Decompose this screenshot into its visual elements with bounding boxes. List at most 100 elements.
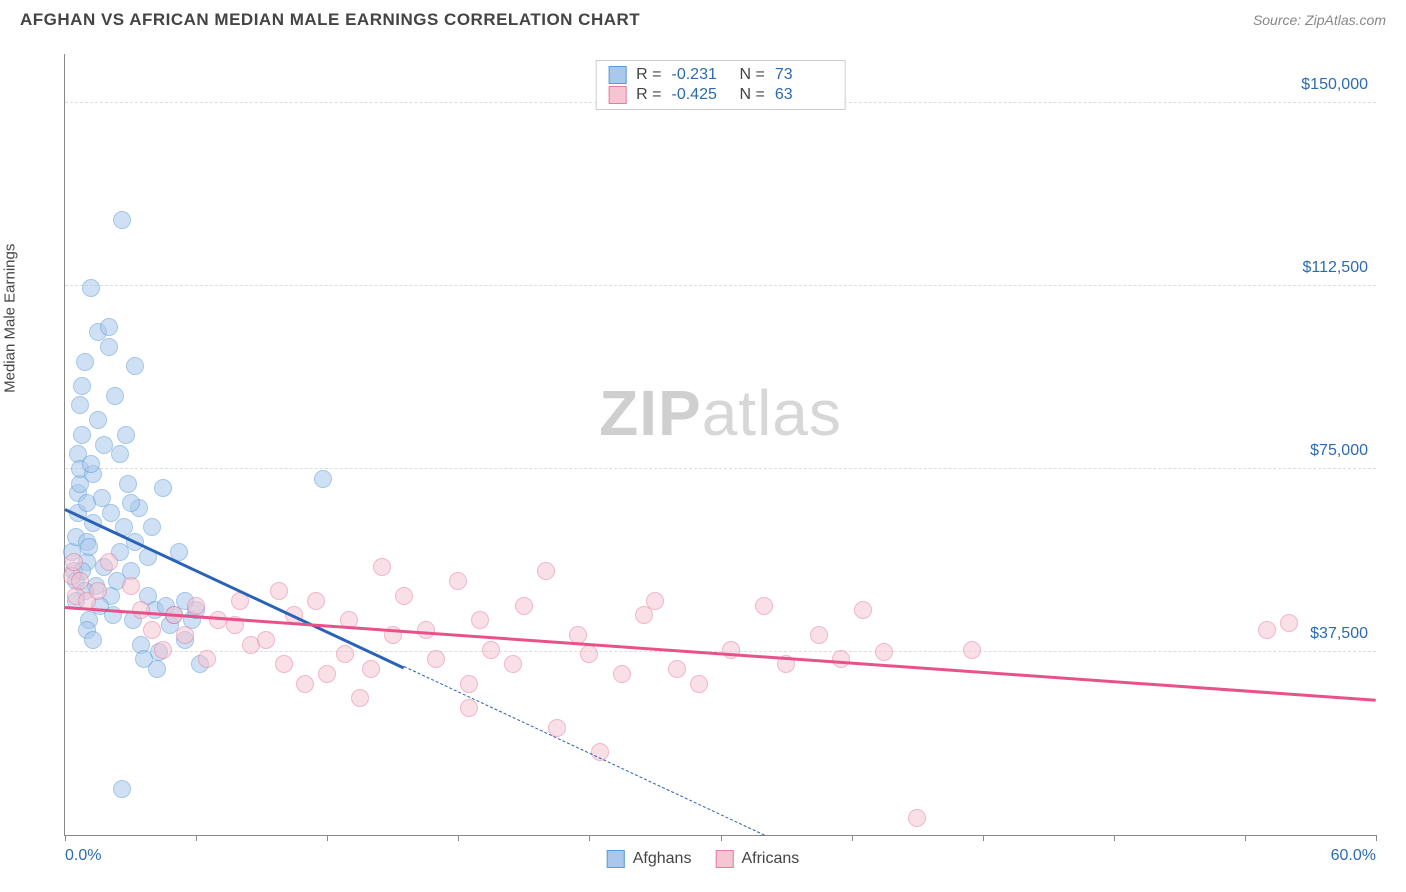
- scatter-point: [71, 396, 89, 414]
- scatter-point: [296, 675, 314, 693]
- scatter-point: [635, 606, 653, 624]
- y-tick-label: $112,500: [1302, 259, 1368, 277]
- scatter-point: [82, 279, 100, 297]
- scatter-point: [580, 645, 598, 663]
- scatter-point: [351, 689, 369, 707]
- n-label: N =: [740, 66, 765, 84]
- scatter-point: [76, 353, 94, 371]
- trend-line: [403, 666, 764, 836]
- y-tick-label: $75,000: [1310, 442, 1368, 460]
- scatter-point: [504, 655, 522, 673]
- x-tick: [1376, 835, 1377, 841]
- chart-container: Median Male Earnings ZIPatlas R = -0.231…: [20, 44, 1386, 874]
- scatter-point: [854, 601, 872, 619]
- swatch-afghans: [608, 66, 626, 84]
- scatter-point: [82, 455, 100, 473]
- x-tick: [65, 835, 66, 841]
- scatter-point: [100, 318, 118, 336]
- scatter-point: [106, 387, 124, 405]
- scatter-point: [537, 562, 555, 580]
- scatter-point: [810, 626, 828, 644]
- scatter-point: [318, 665, 336, 683]
- legend-row-afghans: R = -0.231 N = 73: [608, 65, 833, 85]
- n-value-africans: 63: [775, 86, 833, 104]
- y-axis-label: Median Male Earnings: [2, 244, 19, 393]
- gridline: [65, 468, 1376, 469]
- watermark-rest: atlas: [702, 377, 842, 449]
- scatter-point: [373, 558, 391, 576]
- scatter-point: [187, 597, 205, 615]
- x-tick: [852, 835, 853, 841]
- scatter-point: [690, 675, 708, 693]
- x-tick: [721, 835, 722, 841]
- correlation-legend: R = -0.231 N = 73 R = -0.425 N = 63: [595, 60, 846, 110]
- scatter-point: [73, 377, 91, 395]
- gridline: [65, 285, 1376, 286]
- scatter-point: [143, 621, 161, 639]
- scatter-point: [646, 592, 664, 610]
- x-tick: [589, 835, 590, 841]
- y-tick-label: $150,000: [1301, 76, 1368, 94]
- scatter-point: [307, 592, 325, 610]
- scatter-point: [613, 665, 631, 683]
- source-attribution: Source: ZipAtlas.com: [1253, 12, 1386, 28]
- scatter-point: [449, 572, 467, 590]
- scatter-point: [122, 577, 140, 595]
- scatter-point: [89, 411, 107, 429]
- scatter-point: [482, 641, 500, 659]
- x-tick: [196, 835, 197, 841]
- n-value-afghans: 73: [775, 66, 833, 84]
- r-value-africans: -0.425: [672, 86, 730, 104]
- scatter-point: [95, 436, 113, 454]
- watermark: ZIPatlas: [599, 376, 842, 450]
- scatter-point: [71, 572, 89, 590]
- scatter-point: [102, 504, 120, 522]
- r-label: R =: [636, 86, 661, 104]
- scatter-point: [471, 611, 489, 629]
- r-label: R =: [636, 66, 661, 84]
- legend-item-afghans: Afghans: [607, 850, 692, 868]
- scatter-point: [119, 475, 137, 493]
- scatter-point: [73, 426, 91, 444]
- scatter-point: [275, 655, 293, 673]
- scatter-point: [963, 641, 981, 659]
- swatch-africans-icon: [715, 850, 733, 868]
- scatter-point: [1258, 621, 1276, 639]
- scatter-point: [65, 553, 83, 571]
- x-tick: [983, 835, 984, 841]
- legend-label-africans: Africans: [741, 850, 799, 868]
- scatter-point: [460, 699, 478, 717]
- scatter-point: [154, 479, 172, 497]
- chart-header: AFGHAN VS AFRICAN MEDIAN MALE EARNINGS C…: [0, 0, 1406, 36]
- plot-area: ZIPatlas R = -0.231 N = 73 R = -0.425 N …: [64, 54, 1376, 836]
- scatter-point: [176, 626, 194, 644]
- chart-title: AFGHAN VS AFRICAN MEDIAN MALE EARNINGS C…: [20, 10, 640, 30]
- trend-line: [65, 606, 1376, 702]
- scatter-point: [148, 660, 166, 678]
- scatter-point: [100, 553, 118, 571]
- scatter-point: [270, 582, 288, 600]
- scatter-point: [460, 675, 478, 693]
- legend-row-africans: R = -0.425 N = 63: [608, 85, 833, 105]
- scatter-point: [314, 470, 332, 488]
- x-tick: [1245, 835, 1246, 841]
- watermark-bold: ZIP: [599, 377, 702, 449]
- scatter-point: [1280, 614, 1298, 632]
- scatter-point: [515, 597, 533, 615]
- x-axis-label: 0.0%: [65, 847, 101, 865]
- scatter-point: [111, 445, 129, 463]
- scatter-point: [100, 338, 118, 356]
- scatter-point: [395, 587, 413, 605]
- r-value-afghans: -0.231: [672, 66, 730, 84]
- x-tick: [327, 835, 328, 841]
- legend-item-africans: Africans: [715, 850, 799, 868]
- scatter-point: [908, 809, 926, 827]
- scatter-point: [89, 582, 107, 600]
- x-tick: [1114, 835, 1115, 841]
- scatter-point: [122, 494, 140, 512]
- swatch-afghans-icon: [607, 850, 625, 868]
- scatter-point: [198, 650, 216, 668]
- scatter-point: [126, 357, 144, 375]
- scatter-point: [117, 426, 135, 444]
- n-label: N =: [740, 86, 765, 104]
